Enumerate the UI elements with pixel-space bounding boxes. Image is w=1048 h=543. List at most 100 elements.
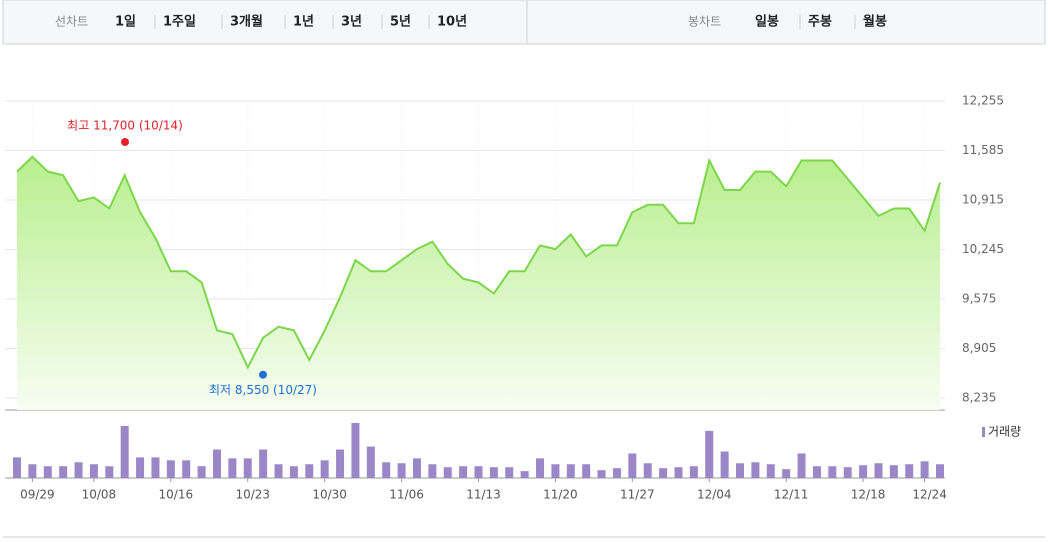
x-tick-label: 10/23 bbox=[235, 488, 270, 502]
volume-bar bbox=[397, 463, 406, 478]
annotation-label: 최저 8,550 (10/27) bbox=[209, 383, 317, 397]
volume-bar bbox=[674, 467, 683, 478]
tab-group-label: 봉차트 bbox=[688, 15, 721, 29]
x-tick-label: 11/27 bbox=[620, 488, 655, 502]
volume-bar bbox=[751, 462, 760, 478]
x-tick-label: 12/24 bbox=[912, 488, 947, 502]
volume-bar bbox=[120, 425, 129, 478]
volume-bar bbox=[859, 465, 868, 478]
volume-bar bbox=[243, 458, 252, 478]
y-tick-label: 10,245 bbox=[962, 242, 1004, 256]
volume-bar bbox=[305, 464, 314, 478]
x-tick-label: 11/06 bbox=[389, 488, 424, 502]
volume-bar bbox=[166, 460, 175, 478]
y-tick-label: 8,905 bbox=[962, 341, 996, 355]
volume-bar bbox=[920, 461, 929, 478]
y-tick-label: 12,255 bbox=[962, 94, 1004, 108]
y-tick-label: 10,915 bbox=[962, 193, 1004, 207]
tab[interactable]: 월봉 bbox=[863, 14, 887, 30]
volume-bar bbox=[936, 464, 944, 478]
volume-bar bbox=[766, 464, 775, 478]
y-tick-label: 11,585 bbox=[962, 143, 1004, 157]
volume-bar bbox=[28, 464, 37, 478]
tab[interactable]: 1년 bbox=[293, 15, 314, 30]
x-tick-label: 10/30 bbox=[312, 488, 347, 502]
volume-bar bbox=[582, 464, 591, 478]
volume-bar bbox=[428, 464, 437, 478]
x-tick-label: 12/11 bbox=[774, 488, 809, 502]
volume-bar bbox=[105, 466, 114, 478]
tab[interactable]: 1주일 bbox=[163, 15, 196, 30]
volume-bar bbox=[182, 460, 191, 478]
volume-bar bbox=[705, 430, 714, 478]
volume-bar bbox=[797, 453, 806, 478]
volume-bar bbox=[536, 458, 545, 478]
y-tick-label: 8,235 bbox=[962, 391, 996, 405]
x-tick-label: 11/20 bbox=[543, 488, 578, 502]
volume-bar bbox=[320, 460, 329, 478]
x-tick-label: 12/18 bbox=[851, 488, 886, 502]
x-tick-label: 10/16 bbox=[159, 488, 194, 502]
volume-bar bbox=[551, 464, 560, 478]
volume-bar bbox=[520, 471, 529, 478]
volume-bar bbox=[197, 466, 206, 478]
volume-bar bbox=[289, 466, 298, 478]
volume-bar bbox=[505, 467, 514, 478]
volume-bar bbox=[13, 457, 21, 478]
volume-bar bbox=[43, 466, 52, 478]
volume-bar bbox=[89, 464, 98, 478]
tab[interactable]: 3년 bbox=[341, 15, 362, 30]
tab[interactable]: 일봉 bbox=[755, 15, 779, 30]
x-tick-label: 11/13 bbox=[466, 488, 501, 502]
volume-bar bbox=[136, 457, 145, 478]
tab[interactable]: 1일 bbox=[115, 15, 136, 30]
volume-bar bbox=[412, 458, 421, 478]
tab-group-label: 선차트 bbox=[55, 15, 88, 29]
volume-bar bbox=[443, 467, 452, 478]
volume-bar bbox=[874, 463, 883, 478]
volume-bar bbox=[474, 466, 483, 478]
volume-bar bbox=[274, 464, 283, 478]
volume-bar bbox=[612, 468, 621, 478]
volume-bar bbox=[336, 449, 345, 478]
volume-bar bbox=[597, 470, 606, 478]
y-tick-label: 9,575 bbox=[962, 292, 996, 306]
volume-bar bbox=[74, 462, 83, 478]
annotation-dot bbox=[259, 370, 267, 379]
volume-bar bbox=[812, 466, 821, 478]
tab[interactable]: 주봉 bbox=[808, 15, 832, 30]
tab[interactable]: 10년 bbox=[437, 15, 467, 30]
volume-bar bbox=[905, 464, 914, 478]
volume-bar bbox=[382, 462, 391, 478]
tab[interactable]: 3개월 bbox=[230, 14, 263, 30]
volume-bar bbox=[736, 463, 745, 478]
volume-bar bbox=[828, 466, 837, 478]
volume-bar bbox=[843, 467, 852, 478]
volume-bar bbox=[782, 469, 791, 478]
legend-swatch bbox=[982, 427, 985, 437]
legend-label: 거래량 bbox=[988, 425, 1021, 439]
volume-bar bbox=[628, 453, 637, 478]
price-line bbox=[16, 155, 941, 370]
annotation-label: 최고 11,700 (10/14) bbox=[67, 119, 183, 133]
volume-bar bbox=[151, 457, 160, 478]
volume-bar bbox=[889, 465, 898, 478]
volume-bar bbox=[59, 466, 68, 478]
volume-bar bbox=[212, 449, 221, 478]
volume-bar bbox=[228, 458, 237, 478]
x-tick-label: 09/29 bbox=[20, 488, 55, 502]
volume-bar bbox=[351, 423, 360, 478]
tab-bar bbox=[2, 0, 1046, 45]
volume-bar bbox=[689, 466, 698, 478]
x-tick-label: 10/08 bbox=[82, 488, 117, 502]
volume-bar bbox=[259, 449, 268, 478]
volume-bar bbox=[366, 446, 375, 478]
volume-bar bbox=[643, 463, 652, 478]
tab[interactable]: 5년 bbox=[390, 15, 411, 30]
volume-bar bbox=[489, 467, 498, 478]
volume-bar bbox=[459, 466, 468, 478]
annotation-dot bbox=[121, 138, 129, 147]
x-tick-label: 12/04 bbox=[697, 488, 732, 502]
